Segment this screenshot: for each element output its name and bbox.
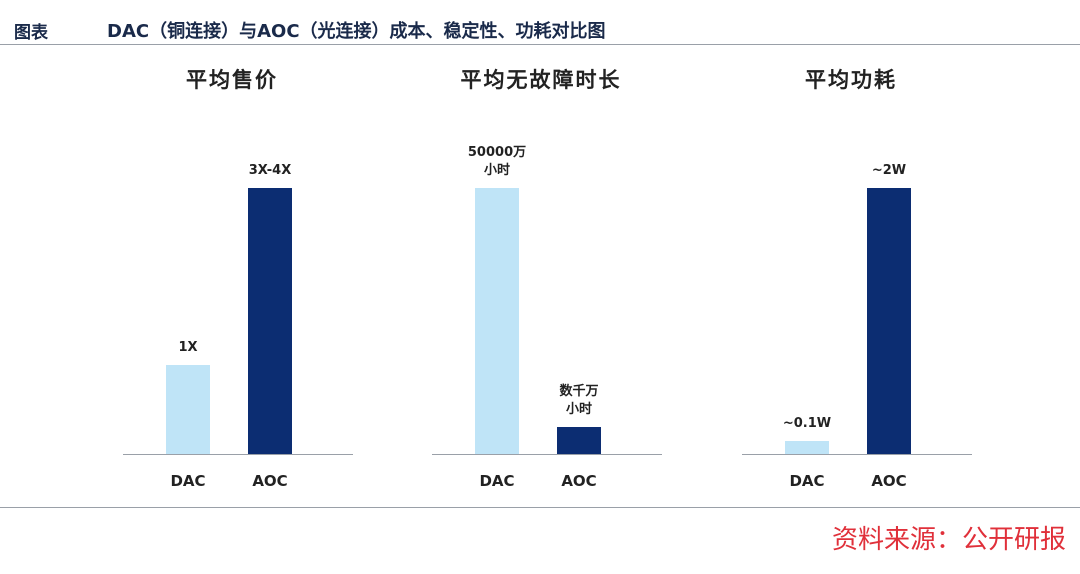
panel-title: 平均功耗 (805, 68, 897, 92)
x-tick-label: DAC (479, 472, 515, 490)
panel-title: 平均无故障时长 (460, 68, 622, 92)
value-label: 50000万 小时 (467, 145, 527, 178)
bar (785, 440, 829, 454)
x-tick-label: AOC (871, 472, 907, 490)
value-label: 1X (178, 340, 198, 356)
header-title: DAC（铜连接）与AOC（光连接）成本、稳定性、功耗对比图 (107, 21, 606, 42)
x-tick-label: DAC (789, 472, 825, 490)
bar (475, 188, 519, 454)
bar (867, 188, 911, 454)
bar (557, 427, 601, 454)
x-axis (432, 454, 662, 455)
value-label: 3X-4X (248, 163, 292, 178)
x-tick-label: AOC (561, 472, 597, 490)
bar (248, 188, 292, 454)
value-label: 数千万 小时 (559, 384, 599, 418)
bar (166, 365, 210, 454)
header-label: 图表 (14, 23, 48, 43)
value-label: ~0.1W (782, 415, 832, 431)
header-rule (0, 44, 1080, 45)
x-tick-label: AOC (252, 472, 288, 490)
x-axis (123, 454, 353, 455)
x-axis (742, 454, 972, 455)
footer-rule (0, 507, 1080, 508)
source-note: 资料来源：公开研报 (831, 525, 1066, 555)
panel-title: 平均售价 (186, 68, 278, 92)
x-tick-label: DAC (170, 472, 206, 490)
value-label: ~2W (871, 163, 907, 178)
